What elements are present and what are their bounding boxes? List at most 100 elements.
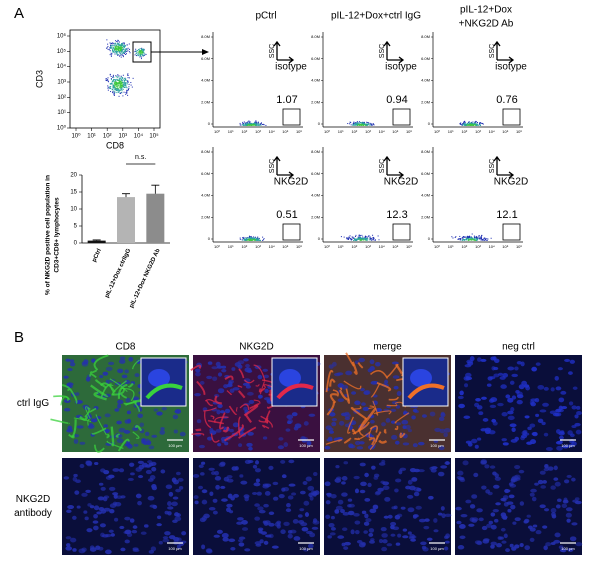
nucleus: [373, 505, 379, 510]
nucleus: [127, 444, 133, 448]
x-tick-label: 10³: [365, 244, 371, 249]
scale-bar-label: 100 µm: [561, 546, 575, 551]
event-dot: [124, 78, 125, 79]
event-dot: [117, 43, 118, 44]
nucleus: [335, 465, 339, 468]
column-title: neg ctrl: [502, 342, 535, 353]
nucleus: [119, 468, 124, 472]
nucleus: [67, 505, 74, 509]
event-dot: [366, 236, 367, 237]
x-tick-label: 10³: [118, 134, 127, 140]
event-dot: [113, 90, 114, 91]
nucleus: [228, 380, 234, 384]
event-dot: [115, 45, 116, 46]
nucleus: [393, 526, 400, 530]
event-dot: [128, 82, 129, 83]
event-dot: [476, 236, 477, 237]
event-dot: [112, 49, 113, 50]
event-dot: [116, 79, 117, 80]
nucleus: [74, 490, 79, 494]
event-dot: [480, 124, 481, 125]
event-dot: [110, 50, 111, 51]
nucleus: [199, 464, 204, 468]
event-dot: [141, 50, 142, 51]
nucleus: [551, 542, 556, 545]
event-dot: [118, 83, 119, 84]
nucleus: [464, 383, 468, 387]
event-dot: [115, 83, 116, 84]
event-dot: [467, 123, 468, 124]
event-dot: [107, 47, 108, 48]
nucleus: [555, 409, 561, 413]
nucleus: [343, 546, 348, 550]
x-tick-label: 10³: [475, 244, 481, 249]
nucleus: [444, 428, 450, 433]
nucleus: [288, 534, 293, 539]
nucleus: [135, 373, 140, 377]
y-tick-label: 4.0M: [421, 78, 430, 83]
event-dot: [372, 235, 373, 236]
event-dot: [111, 54, 112, 55]
event-dot: [476, 240, 477, 241]
nucleus: [104, 495, 110, 498]
nucleus: [553, 477, 558, 480]
event-dot: [471, 125, 472, 126]
nucleus: [552, 514, 557, 518]
y-tick-label: 2.0M: [201, 214, 210, 219]
nucleus: [408, 531, 412, 534]
event-dot: [123, 43, 124, 44]
y-tick-label: 0: [318, 121, 321, 126]
event-dot: [110, 86, 111, 87]
event-dot: [359, 124, 360, 125]
nucleus: [151, 484, 156, 489]
nucleus: [494, 519, 498, 523]
event-dot: [120, 93, 121, 94]
nucleus: [535, 414, 539, 417]
nucleus: [216, 410, 220, 415]
event-dot: [112, 43, 113, 44]
nucleus: [130, 518, 135, 522]
event-dot: [242, 124, 243, 125]
nucleus: [203, 514, 210, 519]
nucleus: [341, 481, 346, 484]
event-dot: [366, 125, 367, 126]
x-tick-label: 10⁰: [324, 244, 330, 249]
event-dot: [114, 89, 115, 90]
nucleus: [501, 512, 507, 517]
event-dot: [487, 239, 488, 240]
nucleus: [74, 439, 79, 444]
nucleus: [557, 498, 562, 502]
column-title: merge: [373, 342, 402, 353]
nucleus: [151, 546, 156, 551]
nucleus: [143, 441, 147, 445]
nucleus: [433, 518, 437, 523]
event-dot: [129, 84, 130, 85]
nucleus: [112, 468, 119, 472]
x-tick-label: 10⁶: [406, 244, 412, 249]
y-tick-label: 0: [208, 236, 211, 241]
event-dot: [452, 238, 453, 239]
nucleus: [328, 437, 333, 441]
nucleus: [217, 404, 222, 408]
nucleus: [360, 463, 366, 467]
event-dot: [120, 83, 121, 84]
nucleus: [373, 476, 378, 480]
nucleus: [150, 505, 157, 508]
x-tick-label: 10³: [255, 244, 261, 249]
event-dot: [466, 237, 467, 238]
event-dot: [115, 40, 116, 41]
scale-bar-label: 100 µm: [299, 546, 313, 551]
nucleus: [510, 505, 515, 510]
nucleus: [220, 486, 225, 489]
event-dot: [125, 79, 126, 80]
nucleus: [63, 376, 68, 379]
event-dot: [366, 124, 367, 125]
nucleus: [99, 375, 103, 378]
nucleus: [360, 482, 367, 486]
event-dot: [117, 74, 118, 75]
nucleus: [302, 527, 309, 532]
nucleus: [164, 531, 170, 535]
event-dot: [125, 46, 126, 47]
event-dot: [256, 239, 257, 240]
event-dot: [122, 88, 123, 89]
